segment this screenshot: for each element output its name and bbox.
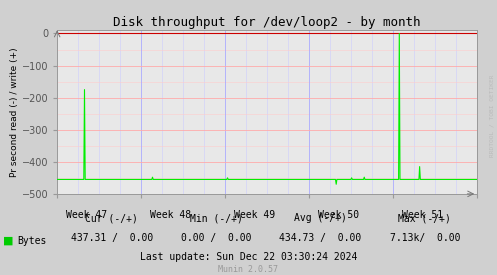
Text: Munin 2.0.57: Munin 2.0.57 — [219, 265, 278, 274]
Text: Bytes: Bytes — [17, 236, 47, 246]
Y-axis label: Pr second read (-) / write (+): Pr second read (-) / write (+) — [10, 47, 19, 177]
Text: 434.73 /  0.00: 434.73 / 0.00 — [279, 233, 362, 243]
Text: Avg (-/+): Avg (-/+) — [294, 213, 347, 223]
Text: Week 51: Week 51 — [402, 210, 443, 220]
Text: Min (-/+): Min (-/+) — [190, 213, 243, 223]
Text: 7.13k/  0.00: 7.13k/ 0.00 — [390, 233, 460, 243]
Text: 0.00 /  0.00: 0.00 / 0.00 — [181, 233, 251, 243]
Text: 437.31 /  0.00: 437.31 / 0.00 — [71, 233, 153, 243]
Title: Disk throughput for /dev/loop2 - by month: Disk throughput for /dev/loop2 - by mont… — [113, 16, 421, 29]
Text: Cur (-/+): Cur (-/+) — [85, 213, 138, 223]
Text: Week 48: Week 48 — [150, 210, 191, 220]
Text: ■: ■ — [2, 236, 13, 246]
Text: Week 50: Week 50 — [318, 210, 359, 220]
Text: Week 49: Week 49 — [234, 210, 275, 220]
Text: Max (-/+): Max (-/+) — [399, 213, 451, 223]
Text: Week 47: Week 47 — [66, 210, 107, 220]
Text: Last update: Sun Dec 22 03:30:24 2024: Last update: Sun Dec 22 03:30:24 2024 — [140, 252, 357, 262]
Text: RRDTOOL / TOBI OETIKER: RRDTOOL / TOBI OETIKER — [490, 74, 495, 157]
